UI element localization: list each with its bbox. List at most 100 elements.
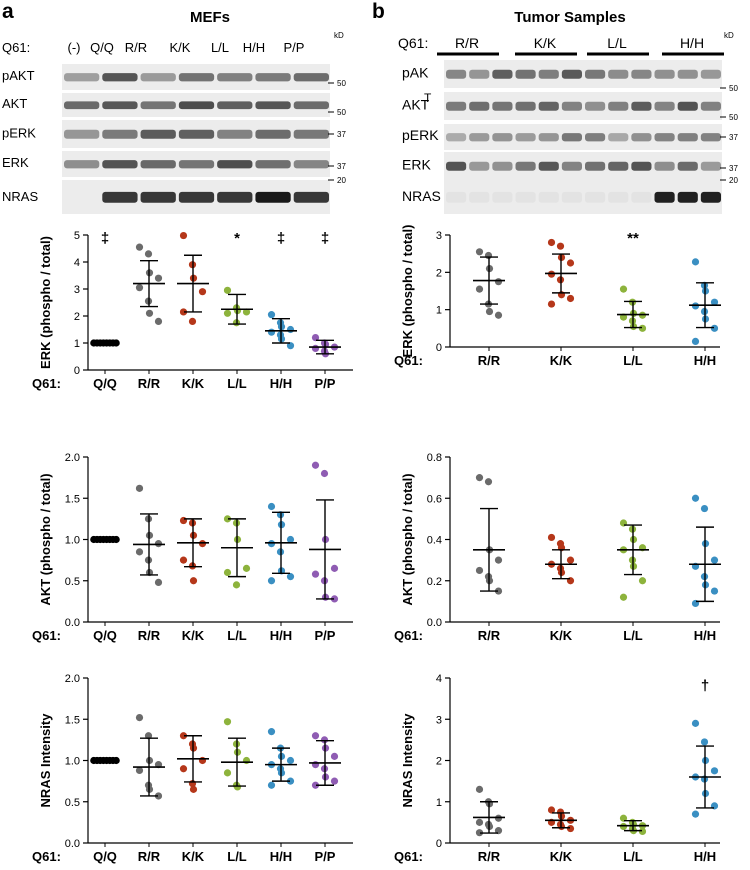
x-tick-label: L/L [623, 353, 643, 368]
blot-band [654, 101, 675, 111]
data-point [330, 595, 339, 603]
data-point [112, 535, 120, 544]
x-tick-label: H/H [270, 376, 292, 391]
blot-band [538, 191, 559, 203]
data-point [286, 342, 295, 350]
data-point [179, 516, 188, 525]
data-point [494, 278, 503, 286]
data-point [475, 829, 484, 837]
data-point [619, 285, 628, 293]
data-point [691, 337, 700, 345]
blot-band [64, 160, 100, 169]
data-point [154, 578, 163, 587]
data-point [267, 311, 276, 319]
data-point [547, 238, 556, 247]
data-point [710, 556, 719, 564]
blot-band [585, 133, 606, 142]
blot-band [585, 191, 606, 203]
significance-marker: ** [627, 230, 639, 247]
data-point [475, 248, 484, 256]
significance-marker: * [234, 230, 240, 247]
chart-a-akt: 0.0 0.5 1.0 1.5 2.0 AKT (phospho / total) Q61:… [32, 452, 353, 643]
blot-band [654, 161, 675, 171]
x-tick-label: R/R [478, 628, 501, 643]
data-point [311, 761, 320, 769]
y-tick-label: 2.0 [65, 673, 80, 685]
blot-band [631, 191, 652, 203]
panel-a-letter: a [2, 0, 14, 23]
x-tick-label: K/K [550, 353, 573, 368]
blot-stray-glyph: T [424, 91, 432, 105]
data-point [267, 728, 276, 736]
blot-band [178, 160, 215, 169]
data-point [320, 736, 329, 744]
x-tick-label: L/L [227, 849, 247, 864]
blot-label: NRAS [402, 188, 441, 204]
x-tick-label: K/K [182, 628, 205, 643]
y-axis-label: AKT (phospho / total) [400, 473, 415, 605]
blot-band [293, 101, 329, 110]
blot-band [700, 191, 721, 203]
x-tick-label: Q/Q [93, 628, 117, 643]
y-tick-label: 3 [436, 230, 442, 242]
blot-band [102, 101, 138, 110]
western-blot-panel-a: kD Q61: (-) Q/Q R/R K/K L/L H/H P/P pAKT 50 AKT 50 pE… [2, 31, 346, 214]
data-point [286, 777, 295, 785]
blot-band [102, 73, 138, 82]
data-point [286, 325, 295, 334]
x-tick-label: K/K [182, 376, 205, 391]
chart-a-nras: 0.0 0.5 1.0 1.5 2.0 NRAS Intensity Q61: Q/Q R/R K… [32, 673, 353, 864]
data-point [710, 298, 719, 306]
data-point [154, 792, 163, 800]
lane-label: K/K [534, 35, 557, 51]
data-point [242, 308, 251, 316]
x-tick-label: H/H [694, 628, 716, 643]
x-axis-prefix: Q61: [32, 376, 61, 391]
x-tick-label: Q/Q [93, 849, 117, 864]
data-point [267, 502, 276, 511]
blot-band [469, 161, 490, 171]
blot-band [217, 160, 253, 169]
blot-band [293, 129, 329, 139]
blot-band [178, 191, 215, 203]
chart-a-erk: 0 1 2 3 4 5 ERK (phospho / total) Q61: Q/Q ‡ R/R K/… [32, 230, 353, 391]
x-tick-label: R/R [138, 849, 161, 864]
y-tick-label: 0.5 [65, 576, 80, 588]
lane-label: R/R [455, 35, 479, 51]
data-point [330, 777, 339, 785]
y-tick-label: 1 [436, 305, 442, 317]
data-point [710, 587, 719, 595]
data-point [566, 259, 575, 267]
marker-label: 20 [729, 176, 738, 185]
x-axis-prefix: Q61: [32, 849, 61, 864]
data-point [154, 274, 163, 282]
data-point [179, 765, 188, 773]
data-point [145, 309, 154, 317]
data-point [547, 300, 556, 308]
blot-band [469, 133, 490, 142]
x-tick-label: R/R [138, 628, 161, 643]
data-point [556, 242, 565, 250]
data-point [485, 307, 494, 316]
blot-band [677, 69, 698, 79]
blot-band [515, 191, 536, 203]
y-tick-label: 0.6 [427, 493, 442, 505]
data-point [154, 540, 163, 548]
marker-label: 37 [337, 130, 346, 139]
blot-band [64, 73, 100, 82]
x-tick-label: L/L [227, 628, 247, 643]
y-tick-label: 0 [436, 342, 442, 354]
data-point [179, 308, 188, 316]
y-tick-label: 0.0 [427, 617, 442, 629]
y-tick-label: 2 [436, 267, 442, 279]
x-tick-label: K/K [550, 849, 573, 864]
blot-band [515, 133, 536, 142]
data-point [286, 573, 295, 581]
y-tick-label: 4 [74, 257, 80, 269]
lane-label: Q/Q [90, 40, 114, 55]
blot-label: NRAS [2, 189, 38, 204]
data-point [619, 822, 628, 831]
x-tick-label: P/P [315, 849, 336, 864]
data-point [494, 556, 503, 564]
data-point [638, 577, 647, 585]
